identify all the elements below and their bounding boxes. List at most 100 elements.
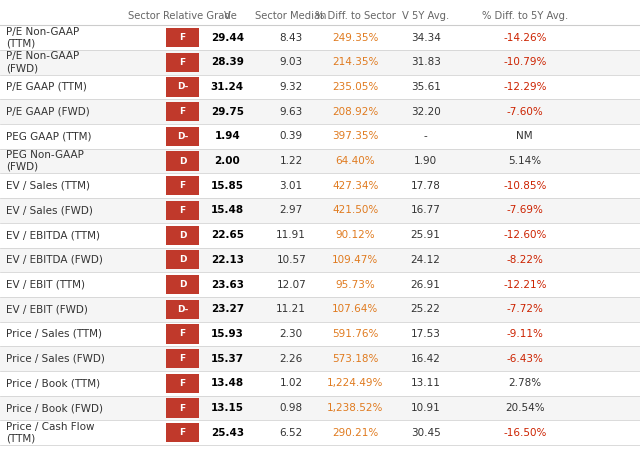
FancyBboxPatch shape — [166, 324, 199, 344]
Text: Sector Median: Sector Median — [255, 11, 327, 22]
Text: 32.20: 32.20 — [411, 107, 440, 117]
Text: 25.91: 25.91 — [411, 230, 440, 240]
Text: 2.78%: 2.78% — [508, 378, 541, 388]
Text: 1,238.52%: 1,238.52% — [327, 403, 383, 413]
Text: 10.57: 10.57 — [276, 255, 306, 265]
Text: 9.63: 9.63 — [280, 107, 303, 117]
Text: 427.34%: 427.34% — [332, 181, 378, 191]
Text: 11.91: 11.91 — [276, 230, 306, 240]
Text: -14.26%: -14.26% — [503, 33, 547, 43]
Text: -10.79%: -10.79% — [503, 57, 547, 67]
FancyBboxPatch shape — [166, 226, 199, 245]
FancyBboxPatch shape — [166, 275, 199, 294]
Text: EV / EBITDA (TTM): EV / EBITDA (TTM) — [6, 230, 100, 240]
Text: 1.02: 1.02 — [280, 378, 303, 388]
FancyBboxPatch shape — [166, 102, 199, 121]
FancyBboxPatch shape — [0, 322, 640, 346]
Text: EV / EBIT (TTM): EV / EBIT (TTM) — [6, 279, 85, 289]
Text: 15.85: 15.85 — [211, 181, 244, 191]
FancyBboxPatch shape — [0, 396, 640, 420]
Text: P/E GAAP (TTM): P/E GAAP (TTM) — [6, 82, 87, 92]
Text: 235.05%: 235.05% — [332, 82, 378, 92]
Text: 2.30: 2.30 — [280, 329, 303, 339]
Text: 0.39: 0.39 — [280, 131, 303, 142]
Text: Price / Book (TTM): Price / Book (TTM) — [6, 378, 100, 388]
FancyBboxPatch shape — [166, 423, 199, 442]
Text: -7.69%: -7.69% — [506, 206, 543, 215]
FancyBboxPatch shape — [166, 152, 199, 171]
Text: F: F — [179, 206, 186, 215]
Text: 1.94: 1.94 — [214, 131, 240, 142]
Text: 3.01: 3.01 — [280, 181, 303, 191]
Text: -9.11%: -9.11% — [506, 329, 543, 339]
FancyBboxPatch shape — [0, 198, 640, 223]
Text: Price / Sales (TTM): Price / Sales (TTM) — [6, 329, 102, 339]
Text: 23.63: 23.63 — [211, 279, 244, 289]
Text: F: F — [179, 428, 186, 437]
Text: 591.76%: 591.76% — [332, 329, 378, 339]
Text: 26.91: 26.91 — [411, 279, 440, 289]
Text: 13.48: 13.48 — [211, 378, 244, 388]
FancyBboxPatch shape — [0, 346, 640, 371]
Text: 29.44: 29.44 — [211, 33, 244, 43]
FancyBboxPatch shape — [0, 174, 640, 198]
Text: 214.35%: 214.35% — [332, 57, 378, 67]
Text: PEG GAAP (TTM): PEG GAAP (TTM) — [6, 131, 92, 142]
Text: 64.40%: 64.40% — [335, 156, 375, 166]
Text: 2.00: 2.00 — [214, 156, 240, 166]
Text: 290.21%: 290.21% — [332, 428, 378, 438]
Text: 397.35%: 397.35% — [332, 131, 378, 142]
Text: -: - — [424, 131, 428, 142]
Text: 8.43: 8.43 — [280, 33, 303, 43]
Text: % Diff. to Sector: % Diff. to Sector — [315, 11, 396, 22]
FancyBboxPatch shape — [166, 176, 199, 195]
Text: D-: D- — [177, 132, 188, 141]
Text: -16.50%: -16.50% — [503, 428, 547, 438]
FancyBboxPatch shape — [166, 77, 199, 97]
Text: 24.12: 24.12 — [411, 255, 440, 265]
FancyBboxPatch shape — [166, 398, 199, 418]
Text: 2.97: 2.97 — [280, 206, 303, 215]
FancyBboxPatch shape — [0, 75, 640, 99]
Text: D: D — [179, 280, 186, 289]
FancyBboxPatch shape — [0, 420, 640, 445]
Text: 1.90: 1.90 — [414, 156, 437, 166]
Text: F: F — [179, 379, 186, 388]
Text: 208.92%: 208.92% — [332, 107, 378, 117]
Text: 17.78: 17.78 — [411, 181, 440, 191]
FancyBboxPatch shape — [166, 349, 199, 368]
Text: F: F — [179, 403, 186, 413]
FancyBboxPatch shape — [0, 124, 640, 149]
Text: 31.24: 31.24 — [211, 82, 244, 92]
FancyBboxPatch shape — [0, 25, 640, 50]
FancyBboxPatch shape — [166, 374, 199, 393]
FancyBboxPatch shape — [166, 127, 199, 146]
Text: 17.53: 17.53 — [411, 329, 440, 339]
Text: 23.27: 23.27 — [211, 304, 244, 314]
Text: 15.93: 15.93 — [211, 329, 244, 339]
Text: P/E Non-GAAP
(FWD): P/E Non-GAAP (FWD) — [6, 51, 79, 73]
Text: 34.34: 34.34 — [411, 33, 440, 43]
Text: D-: D- — [177, 305, 188, 314]
Text: V 5Y Avg.: V 5Y Avg. — [402, 11, 449, 22]
Text: PEG Non-GAAP
(FWD): PEG Non-GAAP (FWD) — [6, 150, 84, 172]
Text: F: F — [179, 58, 186, 67]
Text: EV / Sales (FWD): EV / Sales (FWD) — [6, 206, 93, 215]
FancyBboxPatch shape — [0, 99, 640, 124]
Text: 35.61: 35.61 — [411, 82, 440, 92]
FancyBboxPatch shape — [166, 53, 199, 72]
Text: 13.15: 13.15 — [211, 403, 244, 413]
Text: 6.52: 6.52 — [280, 428, 303, 438]
Text: 421.50%: 421.50% — [332, 206, 378, 215]
Text: EV / EBIT (FWD): EV / EBIT (FWD) — [6, 304, 88, 314]
FancyBboxPatch shape — [0, 272, 640, 297]
Text: Sector Relative Grade: Sector Relative Grade — [128, 11, 237, 22]
Text: -12.21%: -12.21% — [503, 279, 547, 289]
Text: 16.42: 16.42 — [411, 354, 440, 364]
FancyBboxPatch shape — [0, 247, 640, 272]
Text: F: F — [179, 33, 186, 42]
Text: D-: D- — [177, 82, 188, 92]
Text: -12.29%: -12.29% — [503, 82, 547, 92]
Text: 29.75: 29.75 — [211, 107, 244, 117]
FancyBboxPatch shape — [166, 201, 199, 220]
